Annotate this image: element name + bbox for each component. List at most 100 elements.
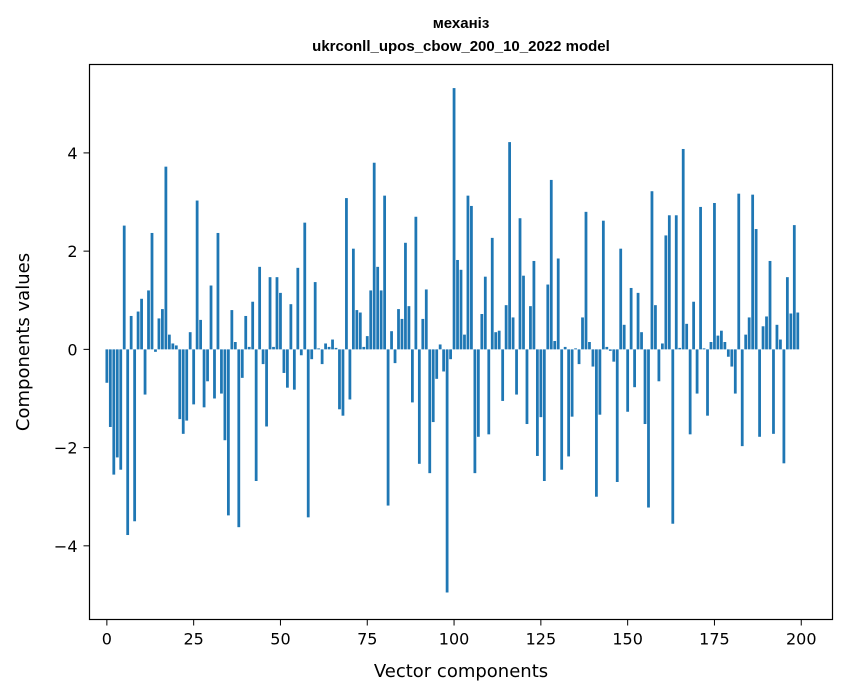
bar xyxy=(258,266,262,350)
bar xyxy=(362,346,366,350)
bar xyxy=(223,349,227,441)
bar xyxy=(466,195,470,350)
bar xyxy=(303,222,307,350)
bar xyxy=(279,292,282,350)
bar xyxy=(504,305,508,350)
bar xyxy=(171,343,175,350)
bar xyxy=(577,349,581,365)
bar xyxy=(140,298,143,350)
bar xyxy=(591,349,595,367)
x-tick-label: 50 xyxy=(270,630,290,649)
bar xyxy=(442,349,446,372)
bar xyxy=(407,306,411,350)
bar xyxy=(615,349,619,482)
bar xyxy=(459,269,463,350)
x-tick-label: 200 xyxy=(786,630,817,649)
bar xyxy=(424,289,428,350)
bar xyxy=(539,349,543,418)
bar xyxy=(230,310,234,350)
bar xyxy=(348,349,352,400)
bar xyxy=(310,349,314,360)
y-tick-label: 0 xyxy=(67,340,77,359)
bar xyxy=(164,166,168,350)
bar xyxy=(296,267,300,350)
bar xyxy=(119,349,123,470)
bar xyxy=(185,349,189,421)
x-tick-label: 25 xyxy=(183,630,203,649)
bar xyxy=(192,349,196,405)
y-tick-label: −4 xyxy=(54,537,78,556)
bar xyxy=(143,349,147,395)
bar xyxy=(619,248,623,350)
bar xyxy=(688,349,692,435)
bar xyxy=(751,194,755,350)
bar xyxy=(272,346,275,350)
bar xyxy=(723,342,727,350)
bar xyxy=(657,349,661,382)
bar xyxy=(733,349,737,394)
bar xyxy=(351,248,355,350)
bar xyxy=(480,314,484,350)
bar xyxy=(650,191,654,350)
bar xyxy=(542,349,546,481)
bar xyxy=(622,324,626,350)
bar xyxy=(508,142,511,350)
bar xyxy=(247,346,251,350)
bar xyxy=(581,317,584,350)
bar xyxy=(647,349,650,508)
bar xyxy=(299,349,303,356)
bar xyxy=(341,349,345,416)
bar xyxy=(782,349,786,464)
bar xyxy=(188,332,192,350)
bar xyxy=(487,349,491,435)
bar xyxy=(584,211,588,350)
x-axis-label: Vector components xyxy=(374,661,548,682)
bar xyxy=(421,318,425,350)
bar xyxy=(685,323,689,350)
y-axis-label: Components values xyxy=(13,253,34,431)
bar xyxy=(678,347,682,350)
bar xyxy=(393,349,397,364)
bar xyxy=(209,285,213,350)
bar xyxy=(174,345,178,350)
bar xyxy=(345,198,348,350)
bar xyxy=(240,349,244,378)
bar xyxy=(268,277,272,350)
bar xyxy=(338,349,341,410)
bar xyxy=(588,342,591,350)
bar xyxy=(147,290,150,350)
bar xyxy=(463,334,466,350)
bar xyxy=(535,349,539,456)
bar xyxy=(365,336,369,350)
bar xyxy=(275,277,279,350)
bar xyxy=(706,349,709,416)
bar xyxy=(709,342,713,350)
bar xyxy=(167,334,171,350)
bar xyxy=(674,215,678,350)
bar xyxy=(386,349,390,506)
bar xyxy=(233,342,237,350)
bar xyxy=(452,88,456,350)
y-axis-ticks: −4 −2 0 2 4 xyxy=(54,144,90,556)
bar xyxy=(792,225,796,350)
bar xyxy=(216,232,220,350)
bar xyxy=(640,332,643,350)
bar xyxy=(282,349,286,373)
bar xyxy=(470,205,473,350)
bar xyxy=(529,306,532,350)
y-tick-label: 2 xyxy=(67,242,77,261)
bar xyxy=(122,225,126,350)
chart-title-line1: механіз xyxy=(433,15,490,32)
bar xyxy=(699,206,702,350)
bar xyxy=(671,349,675,524)
bar xyxy=(525,349,529,425)
bar xyxy=(286,349,289,388)
bar xyxy=(306,349,310,518)
bar xyxy=(601,220,605,350)
bar xyxy=(226,349,230,516)
bar xyxy=(261,349,265,365)
bar xyxy=(358,312,362,350)
bar xyxy=(744,334,748,350)
bar xyxy=(629,287,633,350)
bar xyxy=(768,260,772,350)
